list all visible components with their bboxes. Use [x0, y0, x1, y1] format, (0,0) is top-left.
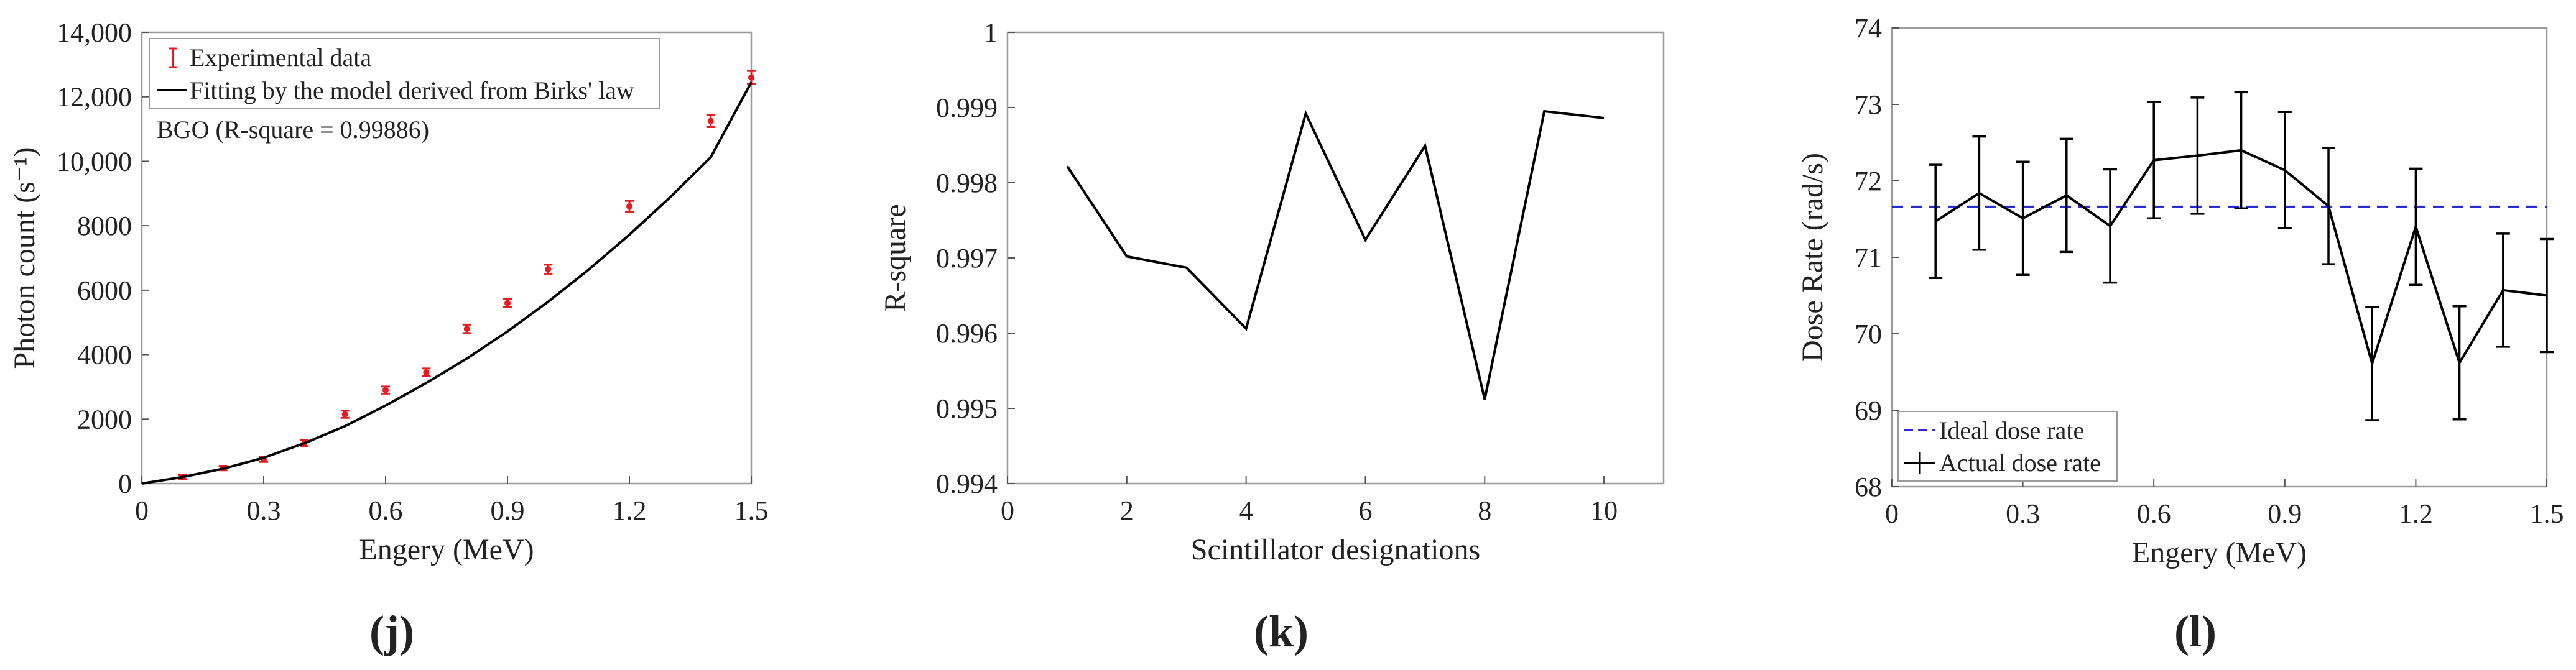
y-tick-label: 6000	[77, 275, 132, 306]
legend-entry: Fitting by the model derived from Birks'…	[190, 76, 634, 104]
x-tick-label: 0.3	[2006, 498, 2040, 529]
y-tick-label: 1	[984, 17, 998, 48]
x-tick-label: 0.6	[369, 495, 403, 526]
series-line	[141, 81, 753, 485]
x-axis-label: Engery (MeV)	[2132, 536, 2307, 569]
x-tick-label: 2	[1120, 495, 1134, 526]
y-tick-label: 10,000	[57, 146, 132, 177]
x-tick-label: 0.9	[2268, 498, 2302, 529]
y-tick-label: 68	[1855, 472, 1882, 502]
axes-frame	[1006, 31, 1665, 485]
fit-annotation: BGO (R-square = 0.99886)	[157, 116, 429, 144]
x-tick-label: 1.2	[2399, 498, 2433, 529]
data-point	[463, 326, 470, 333]
x-tick-label: 1.2	[613, 495, 647, 526]
panel-label: (l)	[2174, 607, 2217, 656]
y-tick-label: 74	[1855, 13, 1882, 44]
x-axis-label: Engery (MeV)	[359, 533, 534, 566]
panel-label: (j)	[369, 607, 414, 656]
y-tick-label: 0.994	[936, 469, 998, 499]
x-tick-label: 1.5	[734, 495, 769, 526]
data-point	[707, 117, 714, 124]
y-tick-label: 0	[118, 469, 132, 499]
panel-l-chart: 0 0.3 0.6 0.9 1.2 1.5 68 69 70 71 72 73 74 Engery (Me…	[1796, 13, 2564, 656]
y-tick-label: 70	[1855, 319, 1882, 349]
y-tick-label: 14,000	[57, 17, 132, 48]
y-tick-label: 0.999	[936, 93, 998, 123]
y-tick-label: 71	[1855, 242, 1882, 273]
series-line	[1066, 109, 1605, 400]
y-tick-label: 12,000	[57, 82, 132, 112]
legend-entry: Actual dose rate	[1939, 449, 2101, 477]
data-point	[382, 387, 389, 393]
y-tick-label: 4000	[77, 340, 132, 370]
legend-box	[1897, 411, 2118, 482]
x-tick-label: 0.6	[2137, 498, 2171, 529]
data-point	[423, 369, 430, 376]
legend-box	[149, 38, 660, 109]
x-tick-label: 0.3	[247, 495, 281, 526]
x-tick-label: 10	[1590, 495, 1618, 526]
x-tick-label: 0.9	[491, 495, 525, 526]
axes-frame	[141, 31, 753, 485]
x-tick-label: 0	[1001, 495, 1014, 526]
data-point	[545, 266, 552, 273]
panel-j-chart: 0 0.3 0.6 0.9 1.2 1.5 0 2000 4000 6000 8000 10,000 1…	[8, 17, 769, 656]
x-tick-label: 0	[135, 495, 149, 526]
data-point	[626, 203, 632, 210]
legend-entry: Ideal dose rate	[1939, 416, 2084, 444]
y-axis-label: Photon count (s⁻¹)	[8, 147, 41, 369]
panel-label: (k)	[1254, 607, 1309, 656]
y-tick-label: 0.998	[936, 168, 998, 198]
x-axis-label: Scintillator designations	[1191, 533, 1480, 566]
data-point	[341, 411, 348, 418]
y-tick-label: 0.995	[936, 393, 998, 424]
legend-entry: Experimental data	[190, 44, 371, 71]
y-tick-label: 0.996	[936, 318, 998, 349]
y-tick-label: 72	[1855, 166, 1882, 196]
x-tick-label: 8	[1478, 495, 1491, 526]
x-tick-label: 0	[1885, 498, 1899, 529]
y-axis-label: R-square	[879, 204, 912, 311]
panel-k-chart: 0 2 4 6 8 10 0.994 0.995 0.996 0.997 0.998 0.999 1 Sc…	[879, 17, 1665, 656]
y-tick-label: 73	[1855, 89, 1882, 120]
data-point	[504, 300, 511, 306]
y-tick-label: 8000	[77, 211, 132, 241]
data-point	[748, 74, 754, 81]
y-tick-label: 0.997	[936, 243, 998, 273]
y-tick-label: 69	[1855, 395, 1882, 426]
y-axis-label: Dose Rate (rad/s)	[1796, 153, 1829, 362]
x-tick-label: 6	[1358, 495, 1372, 526]
x-tick-label: 1.5	[2530, 498, 2564, 529]
y-tick-label: 2000	[77, 404, 132, 434]
x-tick-label: 4	[1239, 495, 1253, 526]
